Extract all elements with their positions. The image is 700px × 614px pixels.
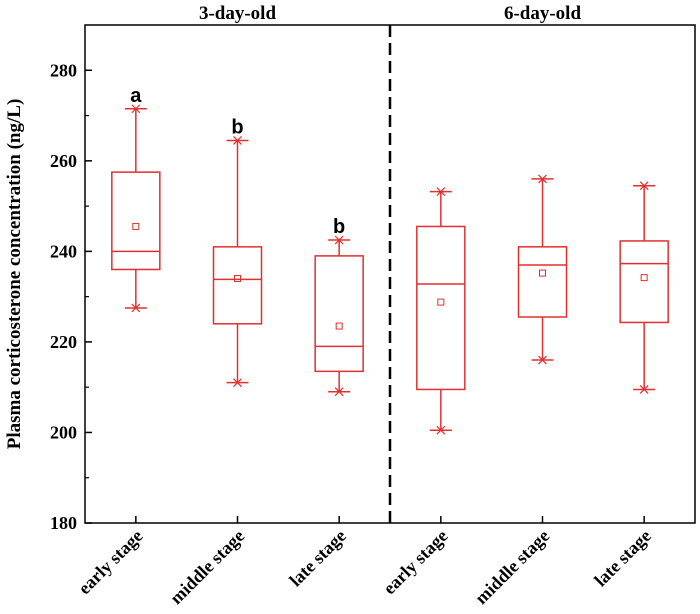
extreme-marker (639, 181, 649, 191)
iqr-box (212, 246, 263, 325)
y-tick-label: 260 (50, 151, 77, 171)
mean-marker (132, 222, 140, 230)
box-plot (619, 181, 669, 394)
x-tick-label: late stage (590, 526, 655, 591)
x-tick-label: middle stage (166, 526, 248, 608)
y-tick-label: 180 (50, 513, 77, 533)
extreme-marker (233, 136, 242, 145)
iqr-box (314, 255, 364, 373)
labels: 180 200 220 240 260 280 early stage middle stag… (4, 3, 655, 608)
significance-label: a (130, 85, 142, 107)
significance-label: b (333, 216, 345, 238)
extreme-marker (639, 385, 649, 394)
y-axis-label: Plasma corticosterone concentration (ng/… (4, 99, 25, 450)
extreme-marker (233, 378, 242, 388)
x-tick-label: early stage (74, 526, 146, 598)
extreme-marker (436, 187, 446, 197)
extreme-marker (334, 235, 344, 245)
x-tick-label: middle stage (471, 526, 553, 608)
group-label: 3-day-old (199, 3, 277, 24)
extreme-marker (131, 104, 141, 114)
y-tick-label: 200 (50, 422, 77, 442)
iqr-box (416, 225, 466, 391)
box-plot (517, 174, 568, 365)
iqr-box (619, 240, 669, 324)
extreme-marker (538, 355, 547, 365)
extreme-marker (538, 174, 547, 184)
mean-marker (234, 275, 241, 283)
extreme-marker (334, 387, 344, 397)
axes (84, 24, 696, 524)
box-plot (111, 104, 161, 313)
x-tick-label: early stage (379, 526, 451, 598)
mean-marker (640, 274, 648, 282)
y-tick-label: 220 (50, 332, 77, 352)
box-plot (212, 136, 263, 388)
mean-marker (335, 322, 343, 330)
box-plot (416, 187, 466, 435)
extreme-marker (131, 303, 141, 313)
boxes (111, 104, 669, 435)
significance-label: b (231, 116, 243, 138)
x-tick-label: late stage (285, 526, 350, 591)
mean-marker (539, 269, 546, 277)
iqr-box (111, 171, 161, 271)
y-tick-label: 280 (50, 60, 77, 80)
y-tick-label: 240 (50, 241, 77, 261)
group-label: 6-day-old (504, 3, 582, 24)
box-plot (314, 235, 364, 397)
iqr-box (517, 246, 568, 318)
mean-marker (437, 298, 445, 306)
extreme-marker (436, 425, 446, 435)
